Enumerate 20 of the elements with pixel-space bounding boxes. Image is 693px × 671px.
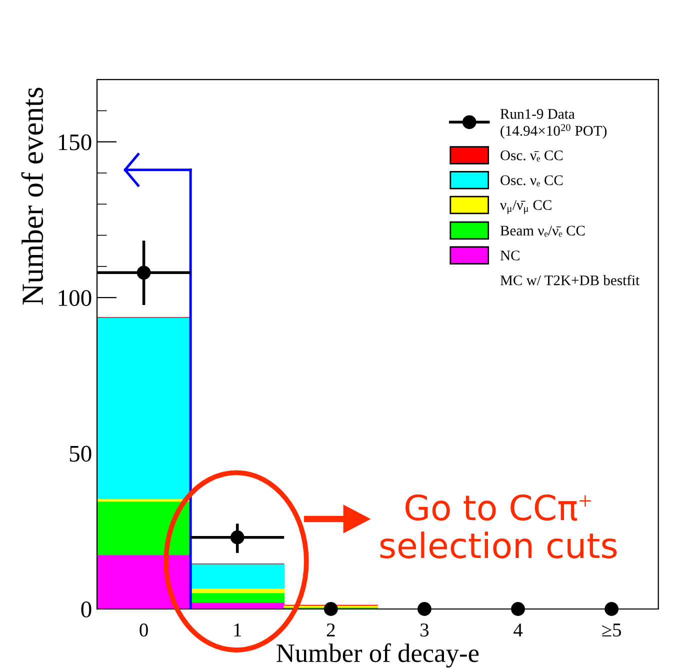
y-tick-label: 50 — [70, 446, 92, 462]
legend-label: ν$_{μ}$/ν̄$_{μ}$ CC — [500, 200, 552, 214]
x-tick-label: 1 — [234, 624, 242, 636]
x-axis-title: Number of decay-e — [276, 643, 479, 668]
x-tick-label: 0 — [140, 623, 148, 637]
legend-label: Osc. νₑ CC — [500, 175, 563, 186]
x-tick-label: ≥5 — [602, 624, 622, 637]
x-tick-label: 2 — [326, 624, 335, 636]
annotation: Go to CCπ$^{+}$ selection cuts — [380, 494, 617, 558]
y-tick-label: 150 — [58, 134, 92, 150]
legend-label: NC — [500, 250, 520, 260]
legend-label: Osc. ν̄ₑ CC — [500, 150, 563, 162]
y-tick-label: 0 — [81, 601, 92, 618]
x-tick-label: 3 — [420, 624, 429, 637]
y-axis-title: Number of events — [21, 88, 44, 305]
legend-label: Beam νₑ/ν̄ₑ CC — [500, 226, 585, 237]
annotation: MC w/ T2K+DB bestfit — [500, 274, 640, 286]
y-tick-label: 100 — [58, 290, 92, 306]
x-tick-label: 4 — [514, 624, 523, 636]
legend-label: Run1-9 Data (14.94×10$^{20}$ POT) — [500, 109, 607, 139]
